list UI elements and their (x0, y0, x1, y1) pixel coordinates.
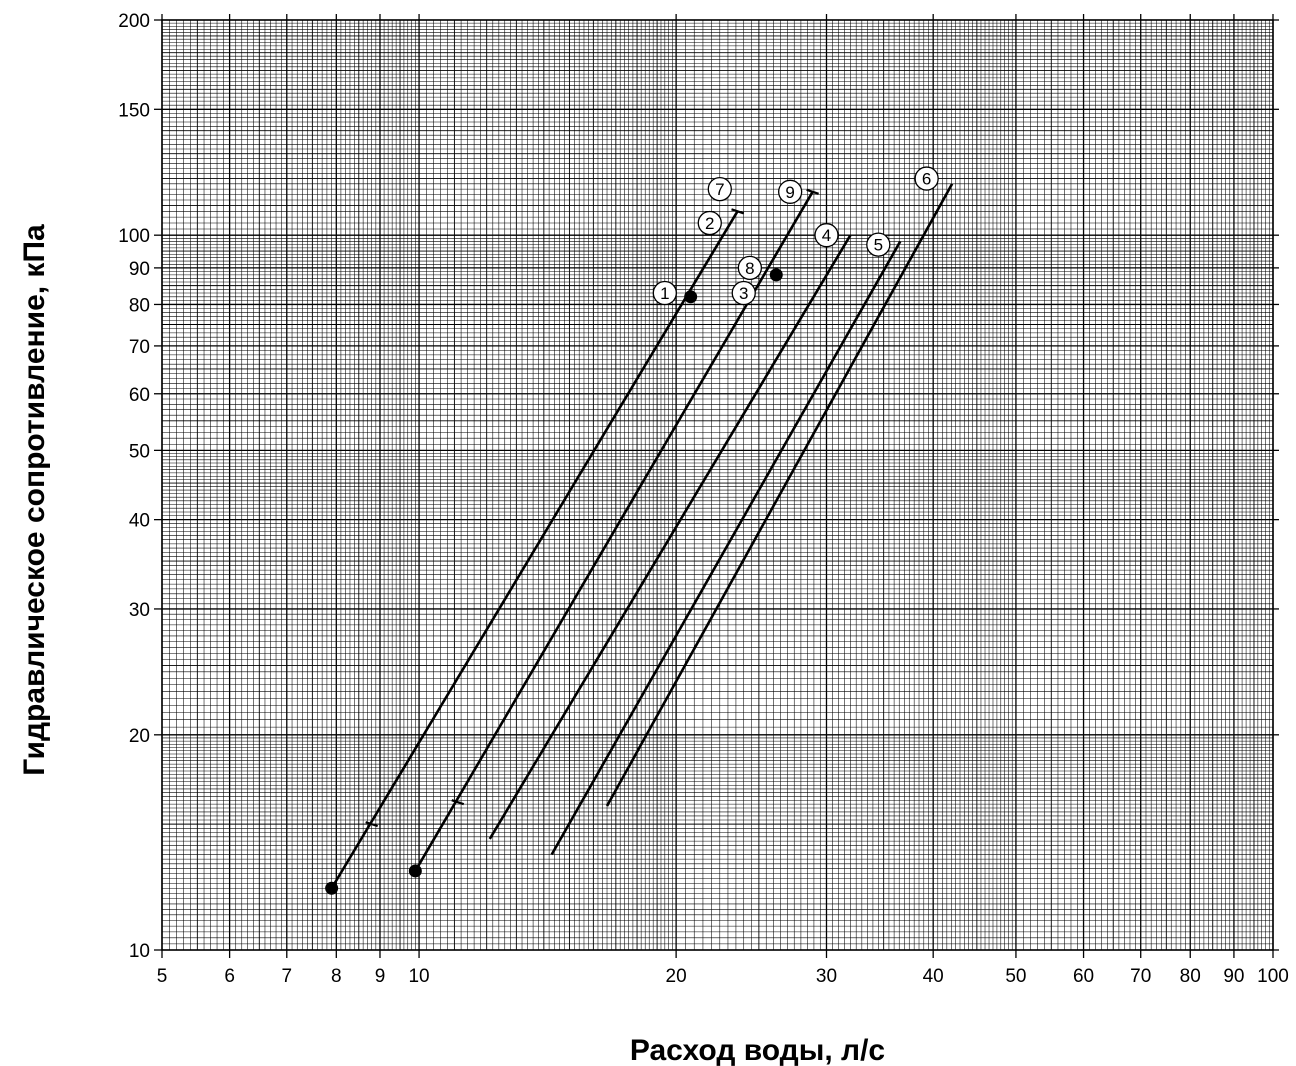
curve-label-3: 3 (731, 280, 756, 306)
line-tick-mark (731, 208, 744, 215)
curve-label-6: 6 (914, 166, 939, 191)
y-tick-label: 50 (129, 441, 150, 462)
y-tick-label: 60 (129, 385, 150, 406)
curve-label-7: 7 (707, 176, 732, 202)
curve-label-text: 1 (660, 284, 669, 303)
curve-label-9: 9 (778, 179, 803, 204)
y-tick-label: 20 (129, 726, 150, 747)
curve-label-text: 9 (785, 183, 794, 202)
minor-grid (162, 20, 1273, 950)
curve-label-text: 6 (922, 170, 931, 189)
curve-label-circle (731, 280, 756, 306)
curve-label-circle (778, 179, 803, 204)
x-tick-label: 70 (1130, 966, 1151, 987)
curve-label-text: 4 (822, 226, 831, 245)
curve-label-circle (914, 166, 939, 191)
plot-frame (161, 19, 1274, 951)
y-axis-tick-labels: 10 20 30 40 50 60 70 80 90 100 150 200 (118, 11, 150, 962)
major-grid (161, 19, 1274, 951)
curve-label-text: 7 (715, 180, 724, 199)
y-tick-label: 200 (118, 11, 150, 32)
series-lines (330, 183, 954, 889)
x-tick-label: 80 (1180, 966, 1201, 987)
y-tick-label: 80 (129, 295, 150, 316)
curve-number-labels: 1 2 3 4 5 6 7 8 9 (652, 166, 939, 306)
curve-label-circle (707, 176, 732, 202)
x-tick-label: 40 (923, 966, 944, 987)
series-markers (325, 188, 819, 895)
x-axis-tick-labels: 5 6 7 8 9 10 20 30 40 50 60 70 80 90 100 (157, 966, 1289, 987)
data-point (769, 268, 783, 282)
axis-ticks (154, 14, 1279, 958)
line-tick-mark (451, 799, 465, 806)
x-tick-label: 8 (331, 966, 342, 987)
line-tick-mark (365, 821, 379, 828)
y-tick-label: 90 (129, 259, 150, 280)
x-tick-label: 7 (281, 966, 292, 987)
series-line (605, 183, 954, 807)
curve-label-circle (866, 232, 891, 257)
series-line (550, 240, 902, 856)
curve-label-text: 2 (705, 214, 714, 233)
y-tick-label: 40 (129, 511, 150, 532)
y-tick-label: 30 (129, 600, 150, 621)
curve-label-text: 3 (739, 284, 748, 303)
x-tick-label: 10 (408, 966, 429, 987)
curve-label-circle (737, 255, 763, 281)
y-tick-label: 10 (129, 941, 150, 962)
series-line (330, 210, 739, 889)
curve-label-2: 2 (697, 210, 722, 236)
x-tick-label: 30 (816, 966, 837, 987)
x-tick-label: 20 (666, 966, 687, 987)
data-point (408, 864, 422, 878)
curve-label-5: 5 (866, 232, 891, 257)
y-tick-label: 150 (118, 100, 150, 121)
x-tick-label: 5 (157, 966, 168, 987)
x-tick-label: 9 (375, 966, 386, 987)
x-tick-label: 60 (1073, 966, 1094, 987)
series-line (488, 234, 852, 840)
curve-label-4: 4 (814, 223, 839, 248)
data-point (684, 290, 698, 304)
x-axis-title: Расход воды, л/с (630, 1034, 885, 1066)
y-tick-label: 70 (129, 337, 150, 358)
x-tick-label: 6 (224, 966, 235, 987)
y-tick-label: 100 (118, 226, 150, 247)
curve-label-circle (652, 280, 677, 306)
y-axis-title: Гидравлическое сопротивление, кПа (18, 224, 51, 776)
data-point (325, 881, 339, 895)
x-tick-label: 50 (1005, 966, 1026, 987)
curve-label-text: 5 (874, 236, 883, 255)
line-tick-mark (806, 188, 819, 195)
x-tick-label: 100 (1257, 966, 1289, 987)
curve-label-circle (814, 223, 839, 248)
x-tick-label: 90 (1223, 966, 1244, 987)
curve-label-8: 8 (737, 255, 763, 281)
curve-label-text: 8 (745, 259, 754, 278)
curve-label-1: 1 (652, 280, 677, 306)
series-line (414, 191, 814, 872)
curve-label-circle (697, 210, 722, 236)
